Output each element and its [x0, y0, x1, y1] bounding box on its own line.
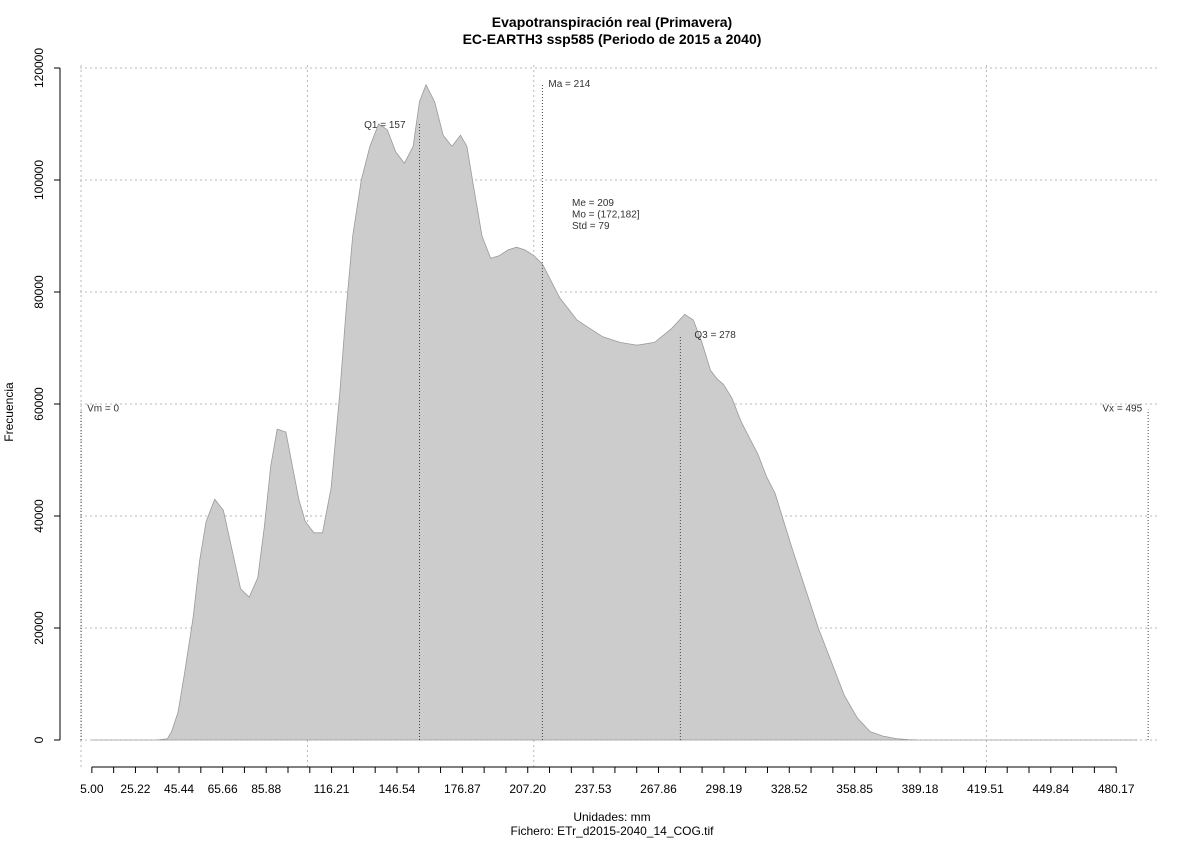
x-tick-label: 116.21 — [314, 782, 350, 796]
x-tick-label: 65.66 — [208, 782, 238, 796]
x-tick-label: 207.20 — [509, 782, 546, 796]
y-tick-label: 0 — [32, 736, 46, 743]
annotation-label: Vx = 495 — [1102, 404, 1142, 415]
annotation-label: Ma = 214 — [548, 79, 590, 90]
x-tick-label: 419.51 — [967, 782, 1004, 796]
area-layer — [91, 83, 1138, 741]
x-tick-label: 480.17 — [1098, 782, 1135, 796]
x-tick-label: 237.53 — [575, 782, 612, 796]
y-tick-label: 20000 — [32, 611, 46, 645]
footer-filename: Fichero: ETr_d2015-2040_14_COG.tif — [511, 824, 715, 838]
y-tick-label: 60000 — [32, 387, 46, 421]
x-tick-label: 5.00 — [80, 782, 104, 796]
stats-label: Me = 209 — [572, 198, 614, 209]
annotation-label: Q1 = 157 — [364, 120, 406, 131]
y-tick-label: 80000 — [32, 275, 46, 309]
annotation-label: Q3 = 278 — [694, 330, 736, 341]
x-tick-label: 45.44 — [164, 782, 194, 796]
x-tick-label: 85.88 — [251, 782, 281, 796]
density-area — [91, 83, 1138, 741]
y-tick-label: 40000 — [32, 499, 46, 533]
stats-label: Mo = (172,182] — [572, 210, 640, 221]
y-tick-label: 120000 — [32, 48, 46, 88]
y-axis-label: Frecuencia — [2, 382, 16, 442]
x-tick-label: 267.86 — [640, 782, 677, 796]
annotation-layer: Vm = 0 Q1 = 157 Ma = 214 Q3 = 278 Vx = 495 Me… — [80, 79, 1149, 740]
chart-title: Evapotranspiración real (Primavera) — [492, 14, 732, 30]
x-tick-label: 25.22 — [120, 782, 150, 796]
x-tick-label: 389.18 — [902, 782, 939, 796]
stats-label: Std = 79 — [572, 221, 610, 232]
chart-subtitle: EC-EARTH3 ssp585 (Periodo de 2015 a 2040… — [463, 31, 762, 47]
x-tick-label: 358.85 — [836, 782, 873, 796]
x-tick-label: 449.84 — [1032, 782, 1069, 796]
y-tick-label: 100000 — [32, 160, 46, 200]
x-tick-label: 298.19 — [706, 782, 743, 796]
x-tick-label: 176.87 — [444, 782, 481, 796]
x-tick-label: 146.54 — [379, 782, 416, 796]
x-axis-label: Unidades: mm — [573, 810, 650, 824]
axis-layer: 0 20000 40000 60000 80000 100000 120000 5.00 25.… — [32, 48, 1135, 796]
x-tick-label: 328.52 — [771, 782, 808, 796]
annotation-label: Vm = 0 — [87, 404, 119, 415]
